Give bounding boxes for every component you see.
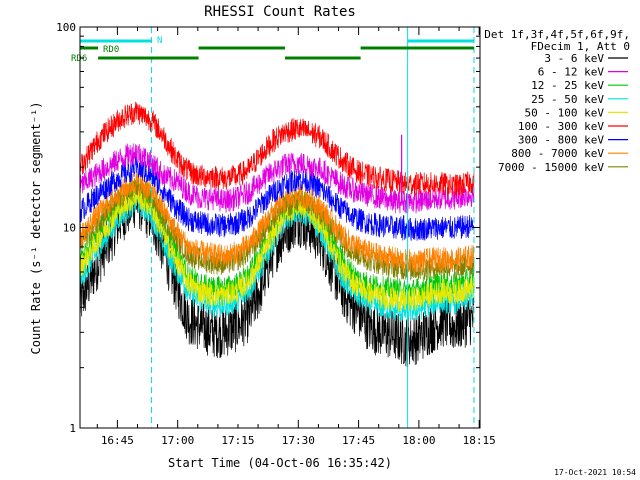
- x-tick-label: 17:00: [161, 434, 194, 447]
- legend-label: 25 - 50 keV: [531, 93, 604, 106]
- footer-date: 17-Oct-2021 10:54: [554, 468, 636, 477]
- series-group: [79, 101, 475, 367]
- legend-label: 6 - 12 keV: [538, 66, 605, 79]
- legend-label: 7000 - 15000 keV: [498, 161, 604, 174]
- state-label-rd0: RD0: [103, 45, 119, 55]
- legend-header-line: FDecim 1, Att 0: [531, 40, 630, 53]
- x-tick-label: 18:00: [402, 434, 435, 447]
- x-axis-title: Start Time (04-Oct-06 16:35:42): [168, 456, 392, 470]
- state-bars-group: N RD0 RD6: [71, 36, 474, 64]
- axes-group: 1 10 100 16:45 17:00 17:15 17:30 17:45 18:00 18:1…: [56, 21, 496, 447]
- x-tick-label: 17:45: [342, 434, 375, 447]
- legend-label: 100 - 300 keV: [518, 120, 604, 133]
- x-tick-label: 18:15: [463, 434, 496, 447]
- y-axis-title: Count Rate (s⁻¹ detector segment⁻¹): [29, 102, 43, 355]
- y-tick-label: 100: [56, 21, 76, 34]
- series-line-6-12-kev: [79, 143, 475, 214]
- series-line-100-300-kev: [79, 101, 475, 199]
- legend-header-line: Det 1f,3f,4f,5f,6f,9f,: [484, 28, 630, 41]
- legend: Det 1f,3f,4f,5f,6f,9f,FDecim 1, Att 03 -…: [484, 28, 630, 174]
- x-tick-label: 17:15: [221, 434, 254, 447]
- y-tick-label: 1: [69, 422, 76, 435]
- x-tick-label: 16:45: [101, 434, 134, 447]
- legend-label: 12 - 25 keV: [531, 79, 604, 92]
- x-tick-label: 17:30: [282, 434, 315, 447]
- legend-label: 3 - 6 keV: [544, 52, 604, 65]
- legend-label: 50 - 100 keV: [525, 106, 605, 119]
- series-line-300-800-kev: [79, 155, 475, 241]
- state-label-rd6: RD6: [71, 54, 87, 64]
- chart-title: RHESSI Count Rates: [204, 4, 356, 20]
- y-tick-label: 10: [63, 222, 76, 235]
- state-label-n: N: [157, 36, 162, 46]
- legend-label: 300 - 800 keV: [518, 134, 604, 147]
- legend-label: 800 - 7000 keV: [511, 147, 604, 160]
